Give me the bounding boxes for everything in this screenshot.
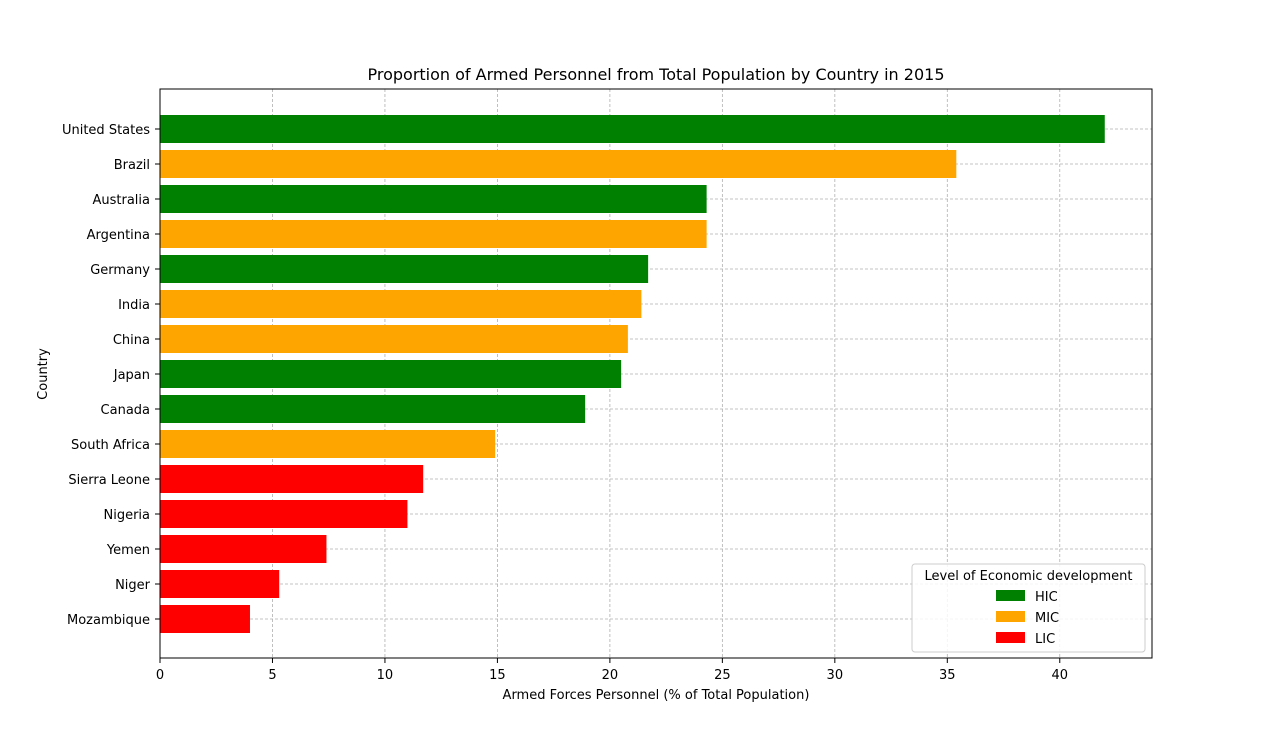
bar <box>160 500 408 528</box>
y-tick-label: Brazil <box>114 158 150 173</box>
y-tick-label: United States <box>62 123 150 138</box>
chart-title: Proportion of Armed Personnel from Total… <box>367 65 944 84</box>
bar <box>160 185 707 213</box>
y-axis: United States Brazil Australia Argentina Ger… <box>62 123 160 628</box>
x-tick-label: 15 <box>489 668 506 683</box>
bar <box>160 430 496 458</box>
bar <box>160 220 707 248</box>
bar <box>160 465 424 493</box>
bar <box>160 535 327 563</box>
y-tick-label: Sierra Leone <box>68 473 150 488</box>
x-tick-label: 0 <box>156 668 164 683</box>
y-tick-label: Australia <box>92 193 150 208</box>
x-tick-label: 5 <box>268 668 276 683</box>
y-tick-label: India <box>118 298 150 313</box>
legend-title: Level of Economic development <box>925 569 1133 584</box>
y-tick-label: Niger <box>115 578 151 593</box>
bar <box>160 605 250 633</box>
legend-swatch-hic <box>996 590 1025 601</box>
y-axis-label: Country <box>36 348 51 400</box>
y-tick-label: Argentina <box>87 228 150 243</box>
bar <box>160 115 1105 143</box>
x-tick-label: 25 <box>714 668 731 683</box>
bar <box>160 255 649 283</box>
bar <box>160 360 622 388</box>
bars <box>160 115 1105 633</box>
y-tick-label: Nigeria <box>103 508 150 523</box>
x-tick-label: 40 <box>1051 668 1068 683</box>
y-tick-label: Canada <box>101 403 150 418</box>
x-tick-label: 30 <box>827 668 844 683</box>
bar <box>160 290 642 318</box>
y-tick-label: Germany <box>90 263 150 278</box>
y-tick-label: China <box>113 333 150 348</box>
y-tick-label: Mozambique <box>67 613 150 628</box>
legend-label-lic: LIC <box>1035 632 1055 647</box>
legend-label-mic: MIC <box>1035 611 1059 626</box>
x-tick-label: 35 <box>939 668 956 683</box>
legend: Level of Economic development HIC MIC LI… <box>911 563 1146 653</box>
bar <box>160 150 957 178</box>
legend-label-hic: HIC <box>1035 590 1058 605</box>
bar <box>160 395 586 423</box>
x-tick-label: 20 <box>602 668 619 683</box>
y-tick-label: South Africa <box>71 438 150 453</box>
x-tick-label: 10 <box>377 668 394 683</box>
bar <box>160 325 628 353</box>
y-tick-label: Yemen <box>106 543 150 558</box>
y-tick-label: Japan <box>113 368 150 383</box>
legend-swatch-lic <box>996 632 1025 643</box>
x-axis: 0 5 10 15 20 25 30 35 40 <box>156 658 1068 683</box>
legend-box <box>911 563 1146 653</box>
x-axis-label: Armed Forces Personnel (% of Total Popul… <box>503 688 810 703</box>
bar <box>160 570 280 598</box>
legend-swatch-mic <box>996 611 1025 622</box>
